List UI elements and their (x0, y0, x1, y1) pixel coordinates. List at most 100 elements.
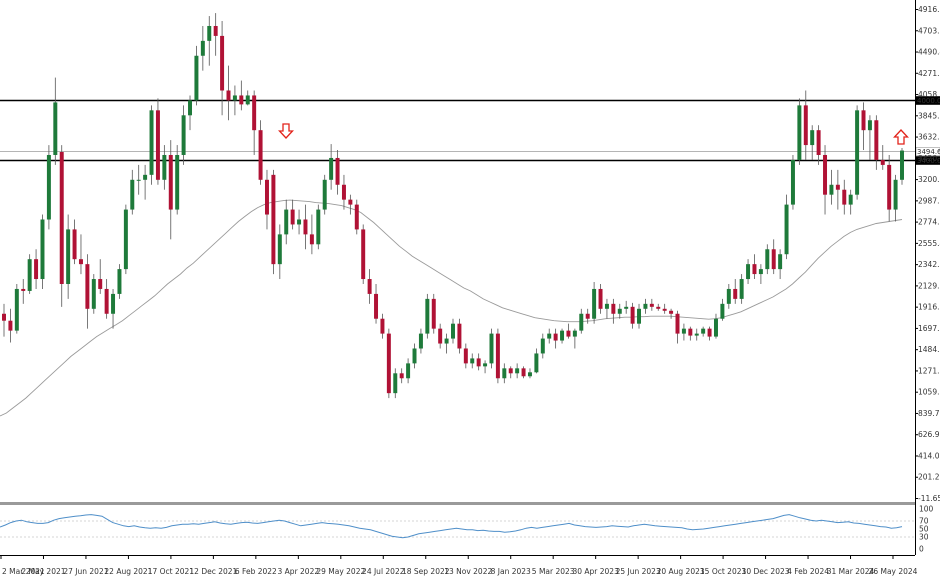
time-tick-label: 2 Mar 2021 (2, 567, 45, 576)
bear-candle (380, 318, 385, 334)
bull-candle (418, 333, 423, 349)
level-price-label: 4000.00 (917, 97, 940, 105)
bull-candle (412, 348, 417, 364)
bull-candle (451, 323, 455, 339)
time-tick-label: 29 May 2022 (316, 567, 365, 576)
bear-candle (823, 154, 828, 195)
bull-candle (604, 303, 609, 309)
level-price-label: 3494.62 (917, 148, 940, 156)
bear-candle (59, 152, 64, 284)
price-tick-label: 1916.90 (918, 303, 940, 312)
bear-candle (72, 229, 77, 260)
bull-candle (470, 358, 475, 364)
bull-candle (194, 55, 199, 101)
bear-candle (155, 110, 160, 180)
bear-candle (367, 279, 372, 294)
price-tick-label: 3632.60 (918, 133, 940, 142)
price-tick-label: 2129.75 (918, 281, 940, 290)
bull-candle (200, 40, 205, 56)
bear-candle (386, 333, 391, 394)
bull-candle (547, 333, 552, 339)
price-tick-label: 839.75 (918, 409, 940, 418)
bull-candle (14, 288, 19, 331)
rsi-tick-label: 0 (919, 545, 924, 554)
price-tick-label: 2555.45 (918, 239, 940, 248)
bull-candle (181, 115, 186, 155)
bear-candle (252, 95, 257, 131)
bear-candle (816, 130, 821, 155)
bull-candle (855, 110, 860, 195)
bull-candle (637, 308, 642, 324)
bull-candle (797, 105, 802, 160)
bull-candle (624, 306, 629, 309)
bull-candle (720, 303, 725, 319)
time-tick-label: 15 Oct 2023 (700, 567, 747, 576)
bull-candle (784, 204, 789, 255)
bull-candle (117, 269, 122, 294)
bull-candle (66, 229, 71, 284)
bull-candle (713, 318, 718, 337)
bull-candle (867, 120, 872, 131)
bull-candle (40, 219, 45, 280)
bear-candle (85, 264, 90, 309)
bear-candle (842, 189, 847, 205)
time-tick-label: 17 Oct 2021 (148, 567, 195, 576)
bear-candle (771, 249, 776, 270)
bull-candle (46, 154, 51, 220)
time-tick-label: 4 Feb 2024 (787, 567, 829, 576)
bull-candle (489, 333, 494, 364)
bull-candle (746, 264, 751, 280)
bull-candle (136, 179, 141, 181)
price-tick-label: 2342.60 (918, 260, 940, 269)
rsi-tick-label: 70 (919, 517, 929, 526)
bear-candle (361, 229, 366, 280)
bull-candle (149, 110, 154, 175)
bull-candle (540, 338, 545, 354)
bear-candle (752, 264, 757, 275)
bear-candle (463, 348, 468, 364)
bear-candle (880, 159, 885, 165)
bull-candle (162, 154, 167, 180)
bear-candle (348, 199, 353, 205)
time-tick-label: 2 May 2021 (21, 567, 65, 576)
bear-candle (374, 293, 379, 319)
bear-candle (861, 110, 866, 131)
bull-candle (406, 363, 411, 379)
bear-candle (669, 310, 674, 314)
bull-candle (739, 279, 744, 299)
price-tick-label: 1271.90 (918, 366, 940, 375)
time-tick-label: 3 Apr 2022 (278, 567, 320, 576)
level-price-label: 3400.00 (917, 157, 940, 165)
bull-candle (207, 25, 212, 41)
bear-candle (309, 234, 314, 245)
time-tick-label: 22 Aug 2021 (104, 567, 152, 576)
bear-candle (585, 313, 590, 319)
price-tick-label: 2987.60 (918, 196, 940, 205)
bear-candle (8, 320, 13, 331)
price-tick-label: 4058.70 (918, 90, 940, 99)
bear-candle (354, 204, 359, 230)
bull-candle (572, 330, 577, 337)
time-tick-label: 12 Dec 2021 (189, 567, 237, 576)
bear-candle (598, 288, 603, 309)
bull-candle (790, 159, 795, 205)
bear-candle (457, 323, 462, 349)
bear-candle (508, 368, 513, 374)
bear-candle (335, 157, 340, 185)
bull-candle (527, 372, 532, 377)
bull-candle (810, 130, 815, 146)
bull-candle (592, 288, 597, 319)
rsi-tick-label: 50 (919, 525, 929, 534)
bull-candle (284, 209, 289, 235)
price-tick-label: 1697.60 (918, 324, 940, 333)
bull-candle (143, 174, 148, 180)
bear-candle (874, 120, 879, 160)
bear-candle (290, 209, 295, 225)
price-tick-label: 3200.05 (918, 175, 940, 184)
bull-candle (245, 95, 250, 105)
bull-candle (329, 157, 334, 180)
price-tick-label: 2774.75 (918, 218, 940, 227)
bull-candle (483, 363, 488, 367)
